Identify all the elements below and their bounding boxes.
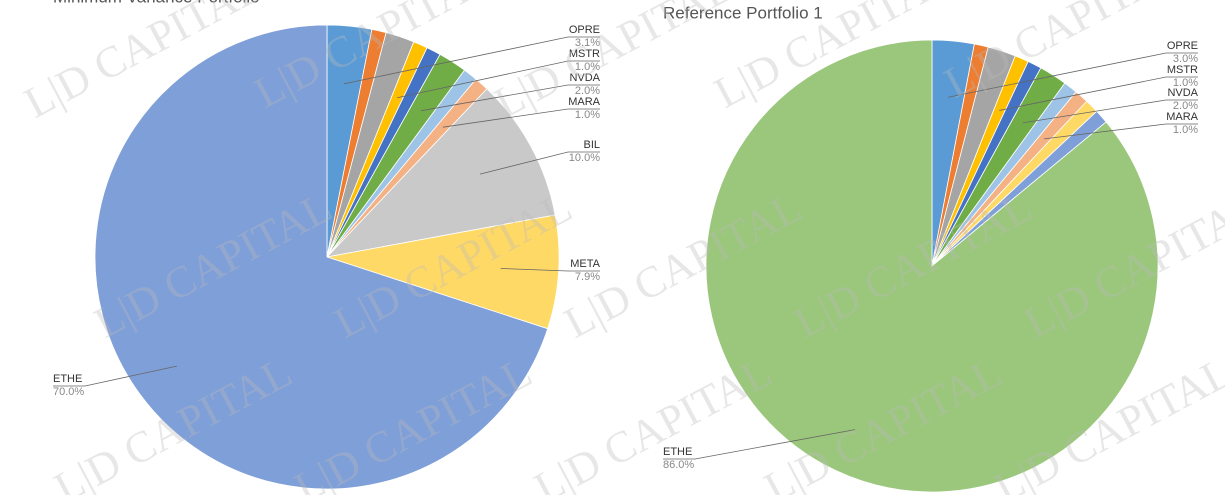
chart-title: Minimum Variance Portfolio bbox=[53, 0, 260, 6]
leader-line bbox=[53, 365, 177, 387]
category-label: BIL bbox=[583, 139, 600, 151]
pie bbox=[705, 39, 1159, 493]
value-label: 1.0% bbox=[575, 61, 600, 73]
pie-slice bbox=[326, 214, 560, 330]
leader-line bbox=[421, 84, 600, 112]
value-label: 3.0% bbox=[1173, 53, 1198, 65]
leader-line bbox=[343, 36, 600, 85]
leader-line bbox=[947, 52, 1198, 98]
watermark: L|D CAPITAL bbox=[526, 347, 779, 495]
leader-line bbox=[442, 108, 600, 128]
category-label: ETHE bbox=[53, 373, 82, 385]
value-label: 2.0% bbox=[575, 85, 600, 97]
leader-line bbox=[397, 60, 600, 99]
leader-line bbox=[500, 268, 600, 272]
watermark: L|D CAPITAL bbox=[486, 0, 739, 128]
category-label: MARA bbox=[568, 96, 600, 108]
pie-slice bbox=[325, 88, 556, 258]
chart-title: Reference Portfolio 1 bbox=[663, 3, 823, 22]
leader-line bbox=[663, 429, 856, 460]
value-label: 1.0% bbox=[575, 109, 600, 121]
category-label: MSTR bbox=[1167, 64, 1198, 76]
leader-line bbox=[999, 76, 1198, 111]
leader-line bbox=[1044, 123, 1198, 140]
category-label: OPRE bbox=[569, 24, 600, 36]
value-label: 2.0% bbox=[1173, 100, 1198, 112]
leader-line bbox=[1022, 99, 1198, 124]
leader-line bbox=[479, 151, 600, 175]
value-label: 10.0% bbox=[569, 152, 600, 164]
value-label: 3.1% bbox=[575, 37, 600, 49]
pie bbox=[94, 24, 560, 490]
pie-slice bbox=[705, 39, 1159, 493]
category-label: ETHE bbox=[663, 446, 692, 458]
category-label: MSTR bbox=[569, 48, 600, 60]
category-label: META bbox=[570, 258, 600, 270]
value-label: 86.0% bbox=[663, 459, 694, 471]
category-label: NVDA bbox=[569, 72, 600, 84]
value-label: 70.0% bbox=[53, 386, 84, 398]
value-label: 1.0% bbox=[1173, 124, 1198, 136]
category-label: MARA bbox=[1166, 111, 1198, 123]
value-label: 7.9% bbox=[575, 271, 600, 283]
value-label: 1.0% bbox=[1173, 77, 1198, 89]
category-label: NVDA bbox=[1167, 87, 1198, 99]
category-label: OPRE bbox=[1167, 40, 1198, 52]
pie-slice bbox=[94, 24, 549, 490]
